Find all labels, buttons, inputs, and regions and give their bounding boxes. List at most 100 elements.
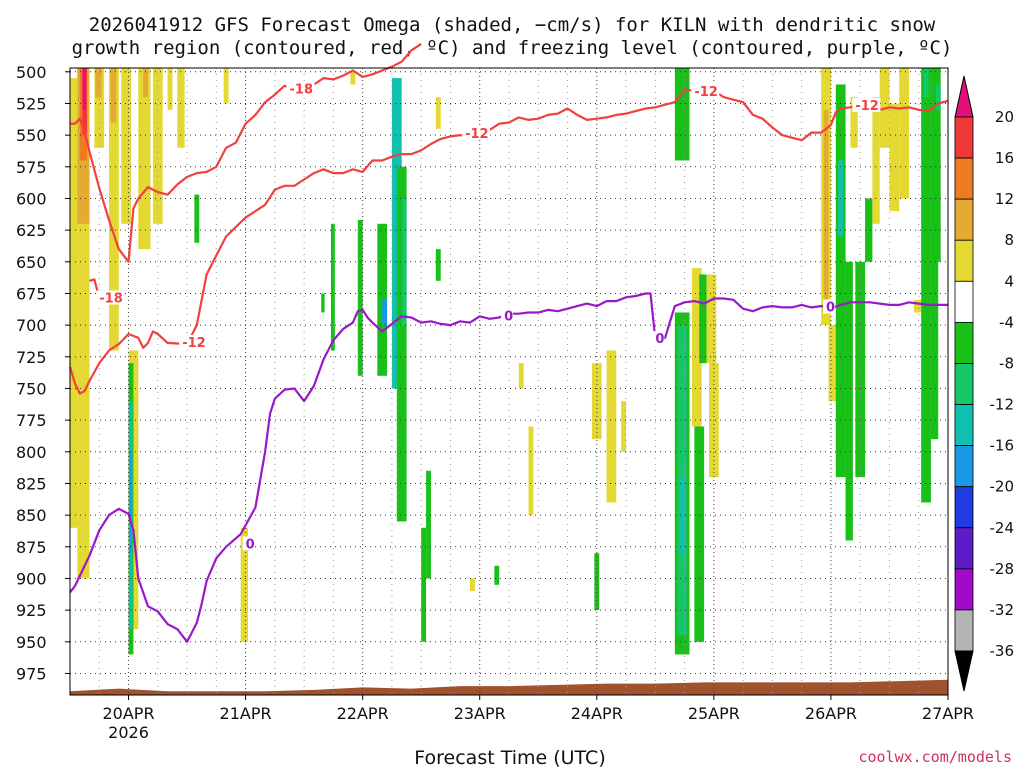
- y-tick-label: 650: [16, 253, 47, 272]
- omega-shading: [70, 68, 941, 655]
- omega-cell: [469, 578, 475, 592]
- omega-cell: [129, 451, 132, 554]
- colorbar-label: 12: [995, 190, 1014, 208]
- colorbar-label: -4: [999, 313, 1014, 331]
- contour-label: -18: [290, 83, 314, 98]
- omega-cell: [70, 78, 78, 528]
- credit-text: coolwx.com/models: [858, 748, 1012, 766]
- colorbar-swatch: [954, 363, 974, 405]
- y-tick-label: 950: [16, 633, 47, 652]
- y-tick-label: 975: [16, 664, 47, 683]
- colorbar-swatch: [954, 527, 974, 570]
- x-axis-label: Forecast Time (UTC): [414, 747, 605, 768]
- omega-cell: [435, 97, 441, 129]
- omega-cell: [350, 71, 356, 85]
- colorbar-label: -12: [990, 396, 1015, 414]
- colorbar-label: 20: [995, 108, 1014, 126]
- omega-cell: [835, 84, 846, 478]
- x-tick-label: 23APR: [454, 704, 506, 723]
- omega-cell: [594, 553, 600, 611]
- omega-cell: [177, 68, 185, 148]
- omega-cell: [889, 103, 900, 212]
- contour-label-bg: [179, 334, 208, 349]
- x-tick-label: 24APR: [571, 704, 623, 723]
- omega-cell: [921, 68, 931, 503]
- y-tick-label: 750: [16, 379, 47, 398]
- omega-cell: [109, 68, 119, 351]
- colorbar-label: -36: [990, 642, 1015, 660]
- colorbar-swatch: [954, 404, 974, 447]
- colorbar-swatch: [954, 568, 974, 611]
- omega-cell: [899, 68, 909, 199]
- contour-label: 0: [504, 309, 513, 324]
- terrain-area: [70, 679, 948, 695]
- omega-cell: [606, 350, 617, 503]
- colorbar: 20 16 12 8 4 -4 -8 -12 -16 -20 -24 -28 -32 -36: [954, 75, 1015, 692]
- x-tick-label: 26APR: [805, 704, 857, 723]
- omega-cell: [143, 68, 149, 98]
- x-tick-label: 20APR: [102, 704, 154, 723]
- colorbar-swatch: [954, 321, 974, 364]
- omega-cell: [823, 109, 829, 313]
- contour-label: 0: [655, 332, 664, 347]
- omega-cell: [494, 565, 500, 585]
- contour-label: -18: [99, 292, 123, 307]
- y-tick-label: 600: [16, 189, 47, 208]
- omega-cell: [357, 220, 363, 376]
- colorbar-swatch: [954, 116, 974, 159]
- colorbar-swatch: [954, 609, 974, 652]
- omega-cell: [691, 268, 702, 427]
- contour-label: -12: [182, 336, 206, 351]
- colorbar-label: -24: [990, 519, 1015, 537]
- omega-cell: [426, 470, 431, 579]
- colorbar-swatch: [954, 445, 974, 488]
- colorbar-label: 4: [1004, 272, 1014, 290]
- omega-cell: [421, 527, 427, 642]
- contour-label: -12: [694, 85, 718, 100]
- omega-cell: [850, 97, 858, 148]
- omega-cell: [95, 68, 102, 98]
- contour-line: [69, 292, 948, 643]
- omega-cell: [94, 68, 105, 148]
- y-tick-label: 625: [16, 221, 47, 240]
- y-tick-label: 550: [16, 126, 47, 145]
- contour-label-bg: [823, 299, 836, 314]
- colorbar-label: -8: [999, 354, 1014, 372]
- contour-label-bg: [501, 308, 514, 323]
- contour-line: [68, 87, 949, 395]
- omega-cell: [110, 68, 117, 123]
- contour-label-bg: [242, 536, 255, 551]
- contour-label-bg: [286, 81, 315, 96]
- contour-label: -12: [855, 99, 879, 114]
- omega-cell: [679, 477, 685, 554]
- colorbar-label: 8: [1004, 231, 1014, 249]
- omega-cell: [138, 68, 151, 250]
- contour-label: 0: [246, 537, 255, 552]
- omega-cell: [518, 363, 524, 389]
- x-tick-label: 22APR: [337, 704, 389, 723]
- colorbar-label: -28: [990, 560, 1015, 578]
- omega-cell: [194, 194, 200, 243]
- omega-cell: [167, 68, 173, 110]
- contour-label: 0: [826, 300, 835, 315]
- omega-cell: [82, 68, 86, 110]
- omega-cell: [240, 527, 249, 642]
- omega-cell: [933, 68, 941, 262]
- y-tick-label: 925: [16, 601, 47, 620]
- omega-cell: [321, 293, 325, 313]
- contour-label-bg: [652, 331, 665, 346]
- contour-line: [70, 42, 422, 263]
- y-tick-label: 575: [16, 158, 47, 177]
- colorbar-label: -32: [990, 601, 1015, 619]
- chart-title-line1: 2026041912 GFS Forecast Omega (shaded, −…: [89, 14, 936, 36]
- omega-cell: [706, 274, 717, 364]
- omega-cell: [330, 223, 335, 351]
- chart-title-line2: growth region (contoured, red, ºC) and f…: [72, 37, 953, 59]
- y-tick-label: 850: [16, 506, 47, 525]
- omega-cell: [828, 325, 839, 402]
- colorbar-swatch: [954, 280, 974, 323]
- omega-cell: [855, 261, 866, 478]
- x-tick-sublabel: 2026: [108, 723, 149, 742]
- omega-cell: [935, 84, 941, 110]
- omega-cell: [699, 274, 707, 364]
